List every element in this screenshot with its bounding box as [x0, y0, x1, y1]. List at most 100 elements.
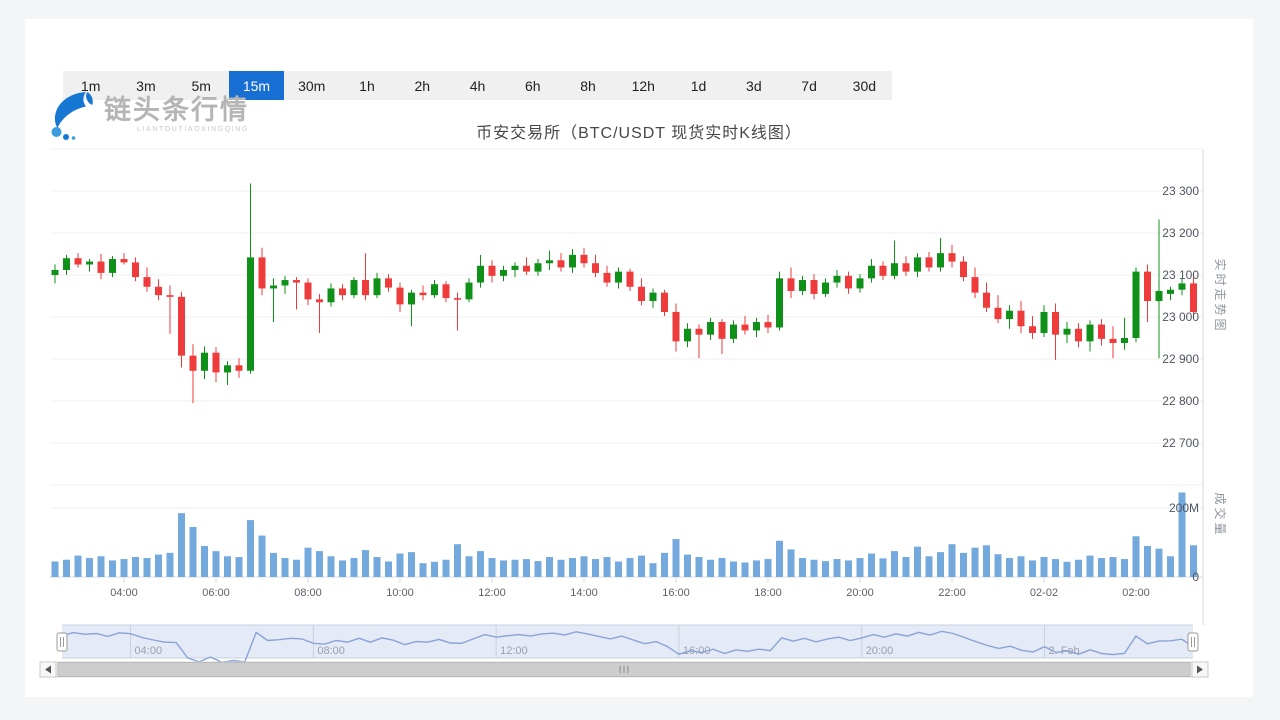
interval-button-1h[interactable]: 1h	[359, 77, 375, 94]
volume-bar	[373, 556, 381, 577]
volume-bar	[868, 553, 875, 577]
interval-button-6h[interactable]: 6h	[524, 77, 541, 94]
time-tick-label: 20:00	[846, 587, 874, 599]
candle-body	[1178, 283, 1186, 290]
price-tick-label: 23 100	[1162, 268, 1199, 282]
volume-bar	[385, 561, 392, 577]
candle-body	[178, 296, 185, 356]
navigator-handle-right[interactable]	[1187, 632, 1199, 652]
candle-body	[741, 324, 749, 331]
candle-body	[362, 280, 369, 296]
volume-bar	[212, 551, 220, 577]
interval-button-2h[interactable]: 2h	[414, 77, 431, 94]
volume-bar	[201, 545, 208, 577]
candle-body	[1063, 328, 1071, 335]
volume-bar	[293, 559, 300, 577]
candle-body	[1098, 324, 1105, 339]
candle-body	[983, 292, 990, 308]
candle-body	[1075, 328, 1082, 342]
logo-dot-small	[71, 136, 76, 140]
interval-button-30m[interactable]: 30m	[298, 77, 326, 94]
candle-body	[937, 253, 944, 268]
volume-pane-label: 成交量	[1213, 492, 1228, 537]
interval-button-3m[interactable]: 3m	[136, 77, 156, 94]
logo-dot-medium	[63, 134, 69, 140]
volume-series[interactable]	[51, 492, 1198, 577]
candle-body	[960, 261, 967, 278]
candlestick-series[interactable]	[51, 183, 1198, 404]
interval-button-12h[interactable]: 12h	[631, 77, 655, 94]
candle-body	[776, 278, 783, 328]
interval-button-8h[interactable]: 8h	[580, 77, 596, 94]
candle-body	[730, 324, 737, 339]
volume-bar	[477, 551, 484, 577]
volume-bar	[810, 559, 818, 577]
logo-title: 链头条行情	[104, 95, 249, 125]
scrollbar-right-arrow[interactable]	[1191, 661, 1209, 678]
candle-body	[143, 277, 151, 287]
volume-bar	[948, 544, 956, 577]
candle-body	[615, 271, 622, 283]
volume-bar	[396, 553, 404, 577]
navigator-tick-label: 04:00	[135, 645, 163, 657]
volume-bar	[488, 558, 496, 577]
candle-body	[97, 261, 105, 273]
scrollbar[interactable]	[39, 661, 1209, 678]
candle-body	[672, 311, 680, 342]
volume-bar	[1086, 555, 1094, 577]
volume-bar	[155, 554, 162, 577]
interval-button-5m[interactable]: 5m	[191, 77, 211, 94]
left-arrow-icon	[45, 665, 51, 674]
interval-button-1m[interactable]: 1m	[80, 77, 101, 94]
candle-body	[465, 282, 473, 300]
whale-logo-icon	[51, 92, 93, 140]
candle-body	[350, 280, 358, 296]
volume-bar	[925, 556, 933, 577]
volume-bar	[465, 556, 473, 577]
interval-button-4h[interactable]: 4h	[469, 77, 486, 94]
volume-bar	[833, 559, 841, 577]
navigator-handle-left[interactable]	[56, 632, 68, 652]
price-tick-label: 22 700	[1162, 436, 1199, 450]
volume-bar	[350, 558, 358, 577]
interval-button-30d[interactable]: 30d	[852, 77, 877, 94]
navigator-tick-label: 20:00	[866, 645, 894, 657]
volume-bar	[270, 552, 277, 577]
interval-button-1d[interactable]: 1d	[690, 77, 707, 94]
candle-body	[753, 322, 760, 331]
volume-bar	[546, 556, 553, 577]
candle-body	[235, 365, 243, 371]
candle-body	[408, 292, 415, 305]
volume-bar	[615, 561, 622, 577]
time-tick-label: 06:00	[202, 587, 230, 599]
candle-body	[1190, 283, 1197, 312]
whale-body	[54, 92, 86, 128]
volume-bar	[626, 558, 634, 577]
interval-button-7d[interactable]: 7d	[801, 77, 817, 94]
navigator[interactable]: 04:00 08:00 12:00 16:00 20:00 2. Feb	[56, 624, 1199, 663]
volume-bar	[339, 560, 346, 577]
volume-bar	[569, 558, 576, 577]
candle-body	[799, 280, 806, 291]
volume-bar	[109, 560, 116, 577]
candle-body	[925, 257, 933, 268]
volume-bar	[672, 539, 680, 577]
interval-button-3d[interactable]: 3d	[746, 77, 762, 94]
time-tick-label: 04:00	[110, 587, 138, 599]
candle-body	[557, 260, 565, 268]
navigator-selected-range[interactable]	[62, 625, 1193, 658]
volume-tick-label: 0	[1192, 570, 1199, 584]
volume-bar	[638, 555, 645, 577]
volume-bar	[891, 551, 898, 577]
candle-body	[833, 275, 841, 283]
candle-body	[1121, 338, 1128, 344]
volume-bar	[419, 563, 427, 577]
interval-button-15m[interactable]: 15m	[228, 71, 285, 100]
price-gridlines	[50, 148, 1204, 625]
scrollbar-left-arrow[interactable]	[39, 661, 57, 678]
candle-body	[1132, 271, 1140, 338]
candle-body	[293, 280, 300, 283]
volume-bar	[661, 552, 668, 577]
candle-body	[810, 280, 818, 294]
